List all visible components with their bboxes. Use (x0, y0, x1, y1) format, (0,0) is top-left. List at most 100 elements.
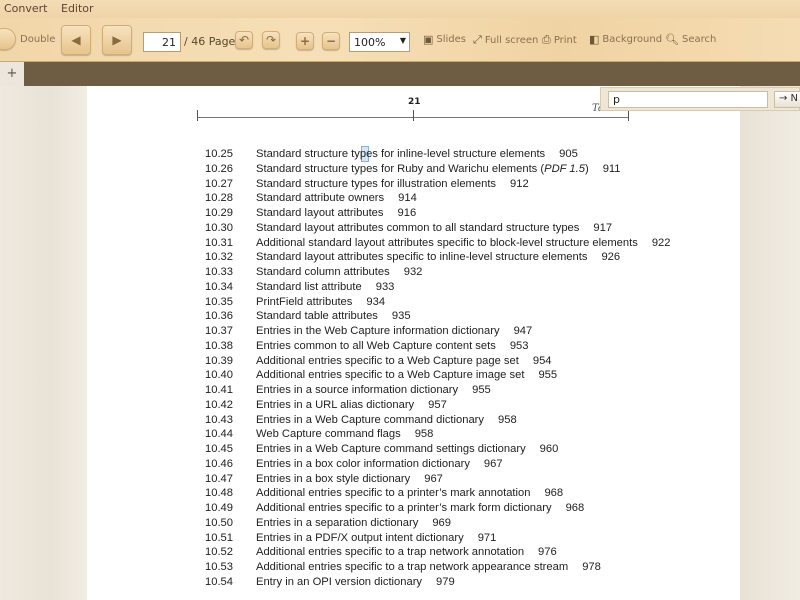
entry-title-text: PrintField attributes (256, 295, 353, 308)
search-next-button[interactable]: → N (774, 91, 800, 108)
page-number-input[interactable]: 21 (143, 32, 181, 52)
entry-title-text: Entries in a PDF/X output intent diction… (256, 531, 464, 544)
list-item: 10.45 Entries in a Web Capture command se… (205, 442, 676, 457)
table-list: 10.25 Standard structure types for inline… (205, 147, 676, 590)
entry-number: 10.31 (205, 236, 233, 249)
entry-title-text: Additional entries specific to a printer… (256, 502, 552, 514)
list-item: 10.26 Standard structure types for Ruby a… (205, 162, 676, 177)
list-item: 10.50 Entries in a separation dictionary 9… (205, 516, 676, 531)
entry-title-text: Standard structure types for inline-leve… (256, 148, 546, 160)
entry-title-text: Entries in a box style dictionary (256, 472, 411, 485)
zoom-out-button[interactable]: − (322, 32, 340, 50)
entry-title: Additional entries specific to a printer… (256, 501, 676, 516)
entry-page: 916 (397, 207, 417, 219)
entry-title: Standard table attributes 935 (256, 309, 676, 324)
entry-page: 967 (483, 457, 503, 470)
entry-title: PrintField attributes 934 (256, 295, 676, 310)
add-tab-button[interactable]: + (0, 62, 24, 86)
entry-title: Standard layout attributes specific to i… (256, 250, 676, 265)
tab-bar: + (0, 62, 800, 86)
entry-title: Additional entries specific to a Web Cap… (256, 368, 676, 383)
entry-title-text: Additional entries specific to a trap ne… (256, 546, 525, 559)
printer-icon: ⎙ (542, 33, 551, 46)
entry-page: 954 (532, 354, 552, 367)
entry-page: 976 (538, 546, 557, 559)
undo-button[interactable]: ↶ (235, 31, 253, 49)
entry-title-text: Additional entries specific to a Web Cap… (256, 354, 519, 367)
entry-page: 933 (375, 280, 395, 293)
list-item: 10.44 Web Capture command flags 958 (205, 427, 676, 442)
background-button[interactable]: ◧ Background (589, 33, 662, 46)
prev-page-button[interactable]: ◀ (61, 25, 91, 55)
slides-button[interactable]: ▣ Slides (423, 33, 466, 46)
entry-number: 10.36 (205, 310, 233, 323)
search-highlight (361, 146, 369, 162)
header-tick (197, 110, 198, 121)
redo-button[interactable]: ↷ (262, 31, 280, 49)
entry-number: 10.35 (205, 295, 233, 308)
entry-page: 922 (651, 236, 671, 249)
entry-title-text: Web Capture command flags (256, 428, 401, 441)
entry-number: 10.39 (205, 354, 233, 367)
entry-page: 912 (510, 177, 529, 190)
list-item: 10.25 Standard structure types for inline… (205, 147, 676, 162)
header-tick (413, 110, 414, 121)
entry-title-after: ) (584, 162, 589, 175)
search-button[interactable]: 🔍︎ Search (665, 33, 716, 46)
entry-page: 914 (398, 192, 417, 205)
entry-title: Standard structure types for illustratio… (256, 177, 676, 192)
fullscreen-button[interactable]: ⤢ Full screen (473, 33, 538, 47)
background-icon: ◧ (589, 33, 600, 46)
fullscreen-label: Full screen (484, 34, 539, 46)
entry-page: 967 (424, 472, 443, 485)
zoom-in-button[interactable]: + (296, 32, 314, 50)
search-icon: 🔍︎ (665, 33, 679, 46)
entry-title: Additional entries specific to a trap ne… (256, 560, 676, 575)
entry-title: Entries in a box color information dicti… (256, 457, 676, 472)
list-item: 10.33 Standard column attributes 932 (205, 265, 676, 280)
entry-title: Additional standard layout attributes sp… (256, 236, 676, 251)
entry-title-text: Standard structure types for illustratio… (256, 177, 497, 190)
list-item: 10.51 Entries in a PDF/X output intent di… (205, 531, 676, 546)
entry-number: 10.33 (205, 266, 233, 278)
minus-icon: − (325, 34, 337, 48)
search-popup: p → N (600, 87, 800, 111)
entry-page: 934 (366, 295, 386, 308)
list-item: 10.36 Standard table attributes 935 (205, 309, 676, 324)
menu-convert[interactable]: Convert (4, 2, 48, 15)
entry-title-text: Entries in the Web Capture information d… (256, 325, 500, 337)
print-button[interactable]: ⎙ Print (542, 33, 577, 47)
double-label: Double (20, 34, 56, 45)
entry-page: 953 (509, 339, 529, 352)
entry-page: 979 (436, 575, 455, 588)
double-page-toggle[interactable] (0, 28, 16, 50)
entry-number: 10.48 (205, 487, 233, 500)
entry-number: 10.42 (205, 398, 233, 411)
list-item: 10.27 Standard structure types for illust… (205, 177, 676, 192)
list-item: 10.34 Standard list attribute 933 (205, 280, 676, 295)
entry-number: 10.27 (205, 177, 233, 190)
entry-number: 10.46 (205, 457, 233, 470)
entry-title-text: Standard layout attributes common to all… (256, 221, 580, 234)
list-item: 10.35 PrintField attributes 934 (205, 295, 676, 310)
entry-number: 10.37 (205, 325, 233, 337)
list-item: 10.43 Entries in a Web Capture command di… (205, 413, 676, 428)
entry-number: 10.30 (205, 221, 233, 234)
menu-editor[interactable]: Editor (61, 2, 94, 15)
entry-page: 955 (472, 384, 491, 396)
entry-number: 10.32 (205, 251, 233, 264)
entry-number: 10.41 (205, 384, 233, 396)
list-item: 10.38 Entries common to all Web Capture c… (205, 339, 676, 354)
list-item: 10.47 Entries in a box style dictionary 96… (205, 472, 676, 487)
entry-page: 957 (428, 398, 447, 411)
zoom-select[interactable]: 100% ▼ (349, 32, 410, 52)
entry-title: Additional entries specific to a printer… (256, 486, 676, 501)
header-tick (628, 110, 629, 121)
entry-title: Entries in a Web Capture command diction… (256, 413, 676, 428)
entry-page: 960 (539, 443, 559, 455)
search-input[interactable]: p (608, 91, 768, 108)
next-page-button[interactable]: ▶ (102, 25, 132, 55)
entry-page: 955 (538, 369, 558, 382)
list-item: 10.52 Additional entries specific to a tr… (205, 545, 676, 560)
entry-title: Standard structure types for inline-leve… (256, 147, 676, 162)
